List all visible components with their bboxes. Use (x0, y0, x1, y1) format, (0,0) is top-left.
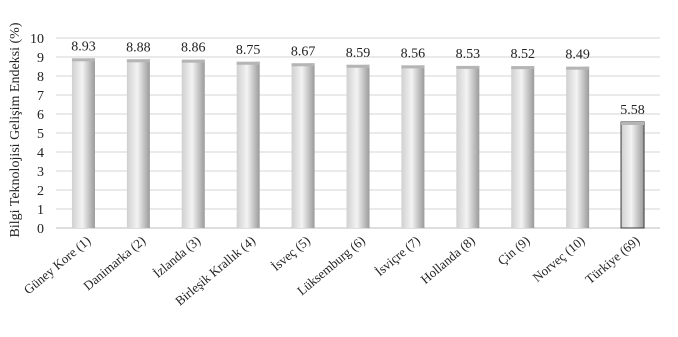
bar (126, 59, 150, 228)
data-label: 8.93 (71, 39, 96, 54)
bar-top-shade (126, 59, 150, 63)
x-tick-label: Norveç (10) (530, 233, 588, 285)
data-label: 8.59 (346, 46, 371, 61)
y-tick-label: 4 (37, 146, 44, 161)
y-axis-label: Bilgi Teknolojisi Gelişim Endeksi (%) (8, 22, 23, 237)
data-label: 8.49 (565, 48, 590, 63)
x-tick-label: İsveç (5) (268, 233, 313, 274)
x-tick-label: Hollanda (8) (417, 233, 477, 287)
data-label: 5.58 (620, 103, 645, 118)
bars (71, 58, 645, 229)
bar (511, 66, 535, 229)
bar-top-shade (236, 61, 260, 65)
bar (566, 66, 590, 228)
y-tick-label: 1 (37, 203, 44, 218)
y-tick-label: 10 (30, 32, 44, 47)
data-label: 8.86 (181, 41, 206, 56)
bar-top-shade (401, 65, 425, 69)
bar (181, 59, 205, 228)
bar-top-shade (621, 121, 645, 125)
x-tick-label: İsviçre (7) (372, 233, 423, 279)
y-tick-labels: 0 1 2 3 4 5 6 7 8 9 10 (30, 32, 44, 237)
data-label: 8.52 (510, 47, 535, 62)
bar (620, 121, 645, 229)
data-label: 8.75 (236, 43, 261, 58)
bar-top-shade (181, 59, 205, 63)
y-tick-label: 5 (37, 127, 44, 142)
category-labels: Güney Kore (1)Danimarka (2) İzlanda (3)Bi… (21, 233, 643, 309)
x-tick-label: İzlanda (3) (150, 233, 203, 281)
data-label: 8.67 (291, 44, 316, 59)
bar (401, 65, 425, 228)
bar-top-shade (566, 66, 590, 70)
bar (236, 61, 260, 228)
bar (71, 58, 95, 228)
x-tick-label: Güney Kore (1) (21, 233, 94, 297)
data-label: 8.53 (456, 47, 481, 62)
x-tick-label: Türkiye (69) (582, 233, 642, 287)
bar-top-shade (71, 58, 95, 62)
bar (291, 63, 315, 228)
data-labels: 8.93 8.88 8.86 8.75 8.67 8.59 8.56 8.53 8.52 8.49… (71, 39, 645, 118)
bar (456, 65, 480, 229)
data-label: 8.56 (401, 46, 426, 61)
y-tick-label: 8 (37, 70, 44, 85)
x-tick-label: Çin (9) (495, 233, 533, 268)
bar-top-shade (346, 64, 370, 68)
y-tick-label: 7 (37, 89, 44, 104)
y-tick-label: 9 (37, 51, 44, 66)
data-label: 8.88 (126, 40, 151, 55)
y-tick-label: 3 (37, 165, 44, 180)
y-tick-label: 0 (37, 222, 44, 237)
y-axis-title: Bilgi Teknolojisi Gelişim Endeksi (%) (8, 22, 23, 237)
y-tick-label: 2 (37, 184, 44, 199)
bar-top-shade (291, 63, 315, 67)
bar-top-shade (456, 65, 480, 69)
bar (346, 64, 370, 228)
bar-top-shade (511, 66, 535, 70)
y-tick-label: 6 (37, 108, 44, 123)
